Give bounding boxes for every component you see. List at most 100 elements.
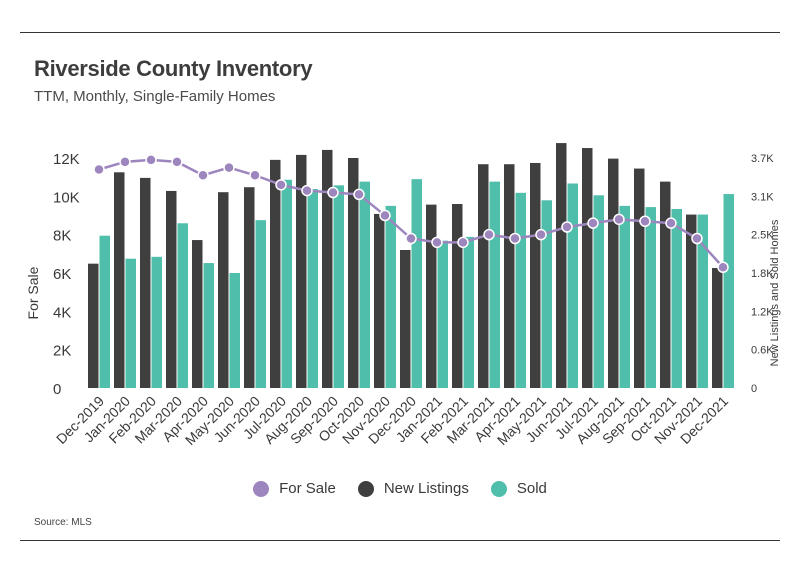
bar-sold: [177, 223, 188, 388]
right-axis-title: New Listings and Sold Homes: [769, 219, 781, 366]
bar-sold: [307, 189, 318, 388]
bar-new-listings: [400, 250, 411, 388]
legend: For Sale New Listings Sold: [0, 480, 800, 497]
point-for-sale: [483, 228, 495, 241]
point-for-sale: [327, 186, 339, 199]
bar-sold: [567, 183, 578, 388]
bar-new-listings: [426, 204, 437, 388]
bar-new-listings: [244, 187, 255, 388]
bar-new-listings: [686, 214, 697, 388]
bar-new-listings: [712, 268, 723, 388]
bar-sold: [125, 258, 136, 388]
point-for-sale: [691, 232, 703, 245]
left-axis-tick-label: 6K: [53, 266, 71, 283]
bar-new-listings: [322, 149, 333, 388]
point-for-sale: [275, 179, 287, 191]
point-for-sale: [613, 213, 625, 226]
point-for-sale: [509, 232, 521, 245]
point-for-sale: [353, 188, 365, 201]
chart-title: Riverside County Inventory: [34, 56, 313, 81]
bar-sold: [541, 200, 552, 388]
legend-item-new-listings: New Listings: [357, 480, 469, 497]
bar-sold: [281, 179, 292, 388]
point-for-sale: [119, 156, 131, 168]
bar-sold: [255, 220, 266, 388]
bar-sold: [229, 273, 240, 388]
bar-sold: [385, 205, 396, 388]
bar-sold: [671, 208, 682, 388]
point-for-sale: [249, 169, 261, 181]
bar-new-listings: [452, 204, 463, 388]
bar-new-listings: [608, 158, 619, 388]
legend-item-for-sale: For Sale: [253, 480, 336, 497]
point-for-sale: [379, 209, 391, 222]
top-rule: [20, 32, 780, 33]
legend-label-new-listings: New Listings: [383, 480, 469, 497]
bar-sold: [593, 195, 604, 388]
point-for-sale: [145, 154, 157, 166]
bar-new-listings: [88, 263, 99, 388]
legend-label-sold: Sold: [516, 480, 547, 497]
bar-sold: [359, 181, 370, 388]
bar-sold: [515, 192, 526, 388]
bar-new-listings: [530, 162, 541, 388]
point-for-sale: [665, 217, 677, 229]
point-for-sale: [639, 215, 651, 227]
bar-sold: [99, 235, 110, 388]
bar-sold: [723, 194, 734, 388]
point-for-sale: [587, 217, 599, 229]
point-for-sale: [93, 163, 105, 176]
bar-sold: [333, 185, 344, 388]
bar-sold: [151, 256, 162, 388]
chart-subtitle: TTM, Monthly, Single-Family Homes: [34, 88, 276, 105]
bar-new-listings: [634, 168, 645, 388]
bar-new-listings: [114, 172, 125, 388]
bar-new-listings: [140, 177, 151, 388]
bar-sold: [697, 214, 708, 388]
legend-item-sold: Sold: [490, 480, 547, 497]
source-note: Source: MLS: [34, 517, 92, 528]
point-for-sale: [197, 169, 209, 181]
bar-new-listings: [660, 181, 671, 388]
right-axis-tick-label: 1.8K: [751, 268, 774, 280]
left-axis-title: For Sale: [25, 266, 41, 319]
bar-sold: [489, 181, 500, 388]
right-axis-tick-label: 3.7K: [751, 153, 774, 165]
bar-new-listings: [582, 148, 593, 388]
left-axis-tick-label: 2K: [53, 343, 71, 360]
legend-swatch-sold: [490, 480, 507, 497]
right-axis-tick-label: 3.1K: [751, 191, 774, 203]
point-for-sale: [717, 261, 729, 273]
bottom-rule: [20, 540, 780, 541]
bar-new-listings: [556, 143, 567, 388]
left-axis-tick-label: 10K: [53, 189, 80, 206]
bar-new-listings: [166, 190, 177, 388]
bar-sold: [463, 236, 474, 388]
bar-sold: [203, 263, 214, 388]
bar-new-listings: [192, 240, 203, 388]
bar-sold: [411, 179, 422, 388]
bar-sold: [619, 205, 630, 388]
bar-new-listings: [348, 158, 359, 388]
legend-swatch-new-listings: [357, 480, 374, 497]
bar-sold: [645, 207, 656, 388]
point-for-sale: [405, 232, 417, 245]
legend-swatch-for-sale: [253, 480, 270, 497]
bar-new-listings: [270, 159, 281, 388]
point-for-sale: [457, 236, 469, 249]
bar-new-listings: [504, 164, 515, 388]
bar-new-listings: [296, 154, 307, 388]
left-axis-tick-label: 8K: [53, 228, 71, 245]
point-for-sale: [171, 156, 183, 168]
right-axis-tick-label: 0.6K: [751, 345, 774, 357]
left-axis-tick-label: 12K: [53, 151, 80, 168]
right-axis-tick-label: 2.5K: [751, 230, 774, 242]
bar-sold: [437, 240, 448, 388]
legend-label-for-sale: For Sale: [279, 480, 336, 497]
point-for-sale: [431, 236, 443, 249]
left-axis-tick-label: 4K: [53, 304, 71, 321]
right-axis-tick-label: 1.2K: [751, 306, 774, 318]
point-for-sale: [535, 228, 547, 241]
bar-new-listings: [374, 213, 385, 388]
